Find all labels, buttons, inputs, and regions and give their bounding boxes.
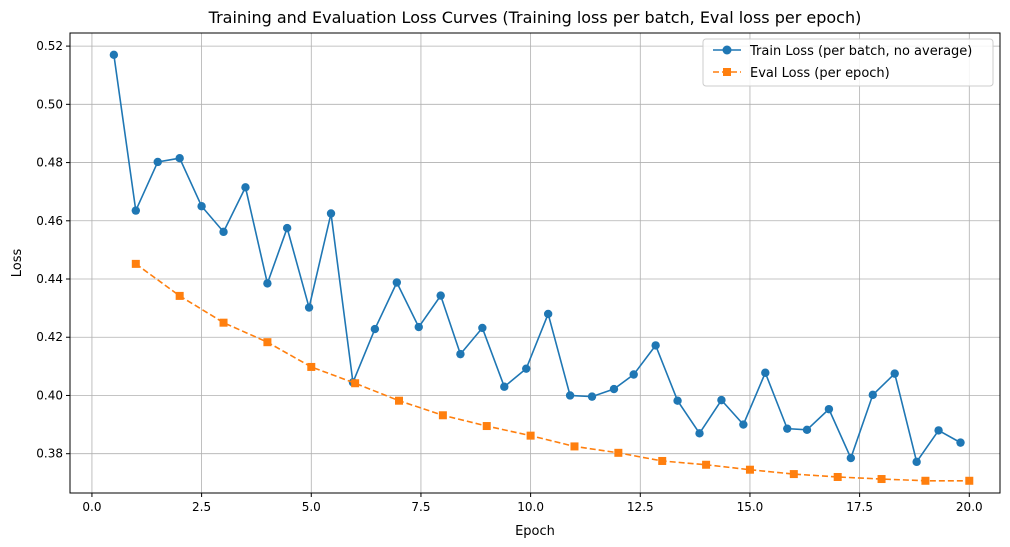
data-point — [614, 448, 623, 457]
data-point — [658, 456, 667, 465]
x-axis-ticks: 0.0 2.5 5.0 7.5 10.0 12.5 15.0 17.5 20.0 — [82, 493, 983, 514]
data-point — [570, 442, 579, 451]
data-point — [802, 425, 812, 435]
legend-train-label: Train Loss (per batch, no average) — [749, 44, 972, 59]
data-point — [436, 291, 445, 300]
grid-lines — [70, 33, 1000, 493]
data-point — [526, 431, 535, 440]
data-point — [934, 426, 943, 435]
data-point — [219, 227, 228, 237]
data-point — [131, 259, 140, 268]
series-line — [135, 263, 970, 482]
data-point — [241, 183, 250, 192]
data-point — [956, 438, 965, 447]
x-tick-label: 2.5 — [192, 500, 211, 514]
data-point — [263, 338, 272, 347]
data-point — [438, 411, 447, 420]
y-tick-label: 0.44 — [36, 272, 63, 286]
data-point — [912, 457, 921, 467]
data-point — [392, 278, 402, 287]
data-point — [153, 157, 162, 167]
data-point — [395, 396, 404, 405]
legend-eval-label: Eval Loss (per epoch) — [750, 66, 890, 81]
data-point — [543, 309, 553, 319]
data-point — [131, 206, 141, 215]
data-point — [921, 476, 930, 485]
y-tick-label: 0.48 — [36, 156, 63, 170]
data-point — [651, 341, 660, 350]
data-point — [717, 395, 726, 405]
data-point — [783, 424, 792, 433]
data-point — [745, 465, 754, 474]
data-point — [414, 322, 423, 332]
data-point — [877, 475, 886, 484]
data-point — [587, 392, 597, 401]
data-point — [824, 404, 834, 414]
data-point — [965, 476, 974, 485]
x-tick-label: 20.0 — [956, 500, 983, 514]
x-axis-label: Epoch — [515, 524, 555, 539]
x-tick-label: 10.0 — [517, 500, 544, 514]
data-point — [326, 209, 336, 218]
data-point — [833, 472, 842, 481]
data-point — [197, 202, 206, 211]
data-point — [695, 429, 704, 438]
series-line — [113, 54, 961, 464]
data-point — [175, 291, 184, 300]
data-point — [673, 396, 682, 405]
data-point — [522, 364, 531, 373]
data-point — [629, 370, 638, 379]
data-point — [565, 391, 575, 400]
data-point — [868, 390, 877, 400]
data-point — [109, 50, 119, 60]
data-point — [263, 279, 272, 288]
data-point — [478, 323, 487, 333]
legend-box — [702, 38, 994, 87]
data-point — [739, 420, 748, 429]
series-train-loss — [109, 50, 965, 467]
y-tick-label: 0.40 — [36, 388, 63, 402]
data-point — [370, 324, 380, 334]
x-tick-label: 5.0 — [302, 500, 321, 514]
data-point — [789, 470, 798, 479]
data-point — [702, 460, 711, 469]
x-tick-label: 17.5 — [846, 500, 873, 514]
data-point — [219, 318, 228, 327]
series-eval-loss — [131, 259, 974, 485]
y-tick-label: 0.52 — [36, 39, 63, 53]
y-tick-label: 0.46 — [36, 214, 63, 228]
x-tick-label: 12.5 — [627, 500, 654, 514]
data-point — [304, 303, 314, 312]
y-tick-label: 0.38 — [36, 447, 63, 461]
y-tick-label: 0.50 — [36, 97, 63, 111]
data-point — [307, 362, 316, 371]
chart-title: Training and Evaluation Loss Curves (Tra… — [208, 8, 862, 27]
data-point — [282, 223, 292, 233]
data-point — [500, 382, 509, 391]
data-point — [351, 379, 360, 388]
y-axis-ticks: 0.38 0.40 0.42 0.44 0.46 0.48 0.50 0.52 — [36, 39, 70, 461]
legend-train-marker — [722, 45, 732, 55]
series-layer — [109, 50, 974, 485]
data-point — [456, 349, 465, 359]
legend-eval-marker — [723, 68, 731, 76]
x-tick-label: 0.0 — [82, 500, 101, 514]
data-point — [482, 422, 491, 431]
legend: Train Loss (per batch, no average) Eval … — [702, 38, 994, 87]
y-tick-label: 0.42 — [36, 330, 63, 344]
data-point — [175, 153, 184, 163]
data-point — [846, 453, 856, 463]
x-tick-label: 7.5 — [411, 500, 430, 514]
data-point — [761, 368, 770, 377]
y-axis-label: Loss — [10, 249, 25, 278]
data-point — [890, 369, 899, 378]
plot-area-frame — [69, 32, 1001, 494]
data-point — [609, 384, 619, 394]
x-tick-label: 15.0 — [737, 500, 764, 514]
